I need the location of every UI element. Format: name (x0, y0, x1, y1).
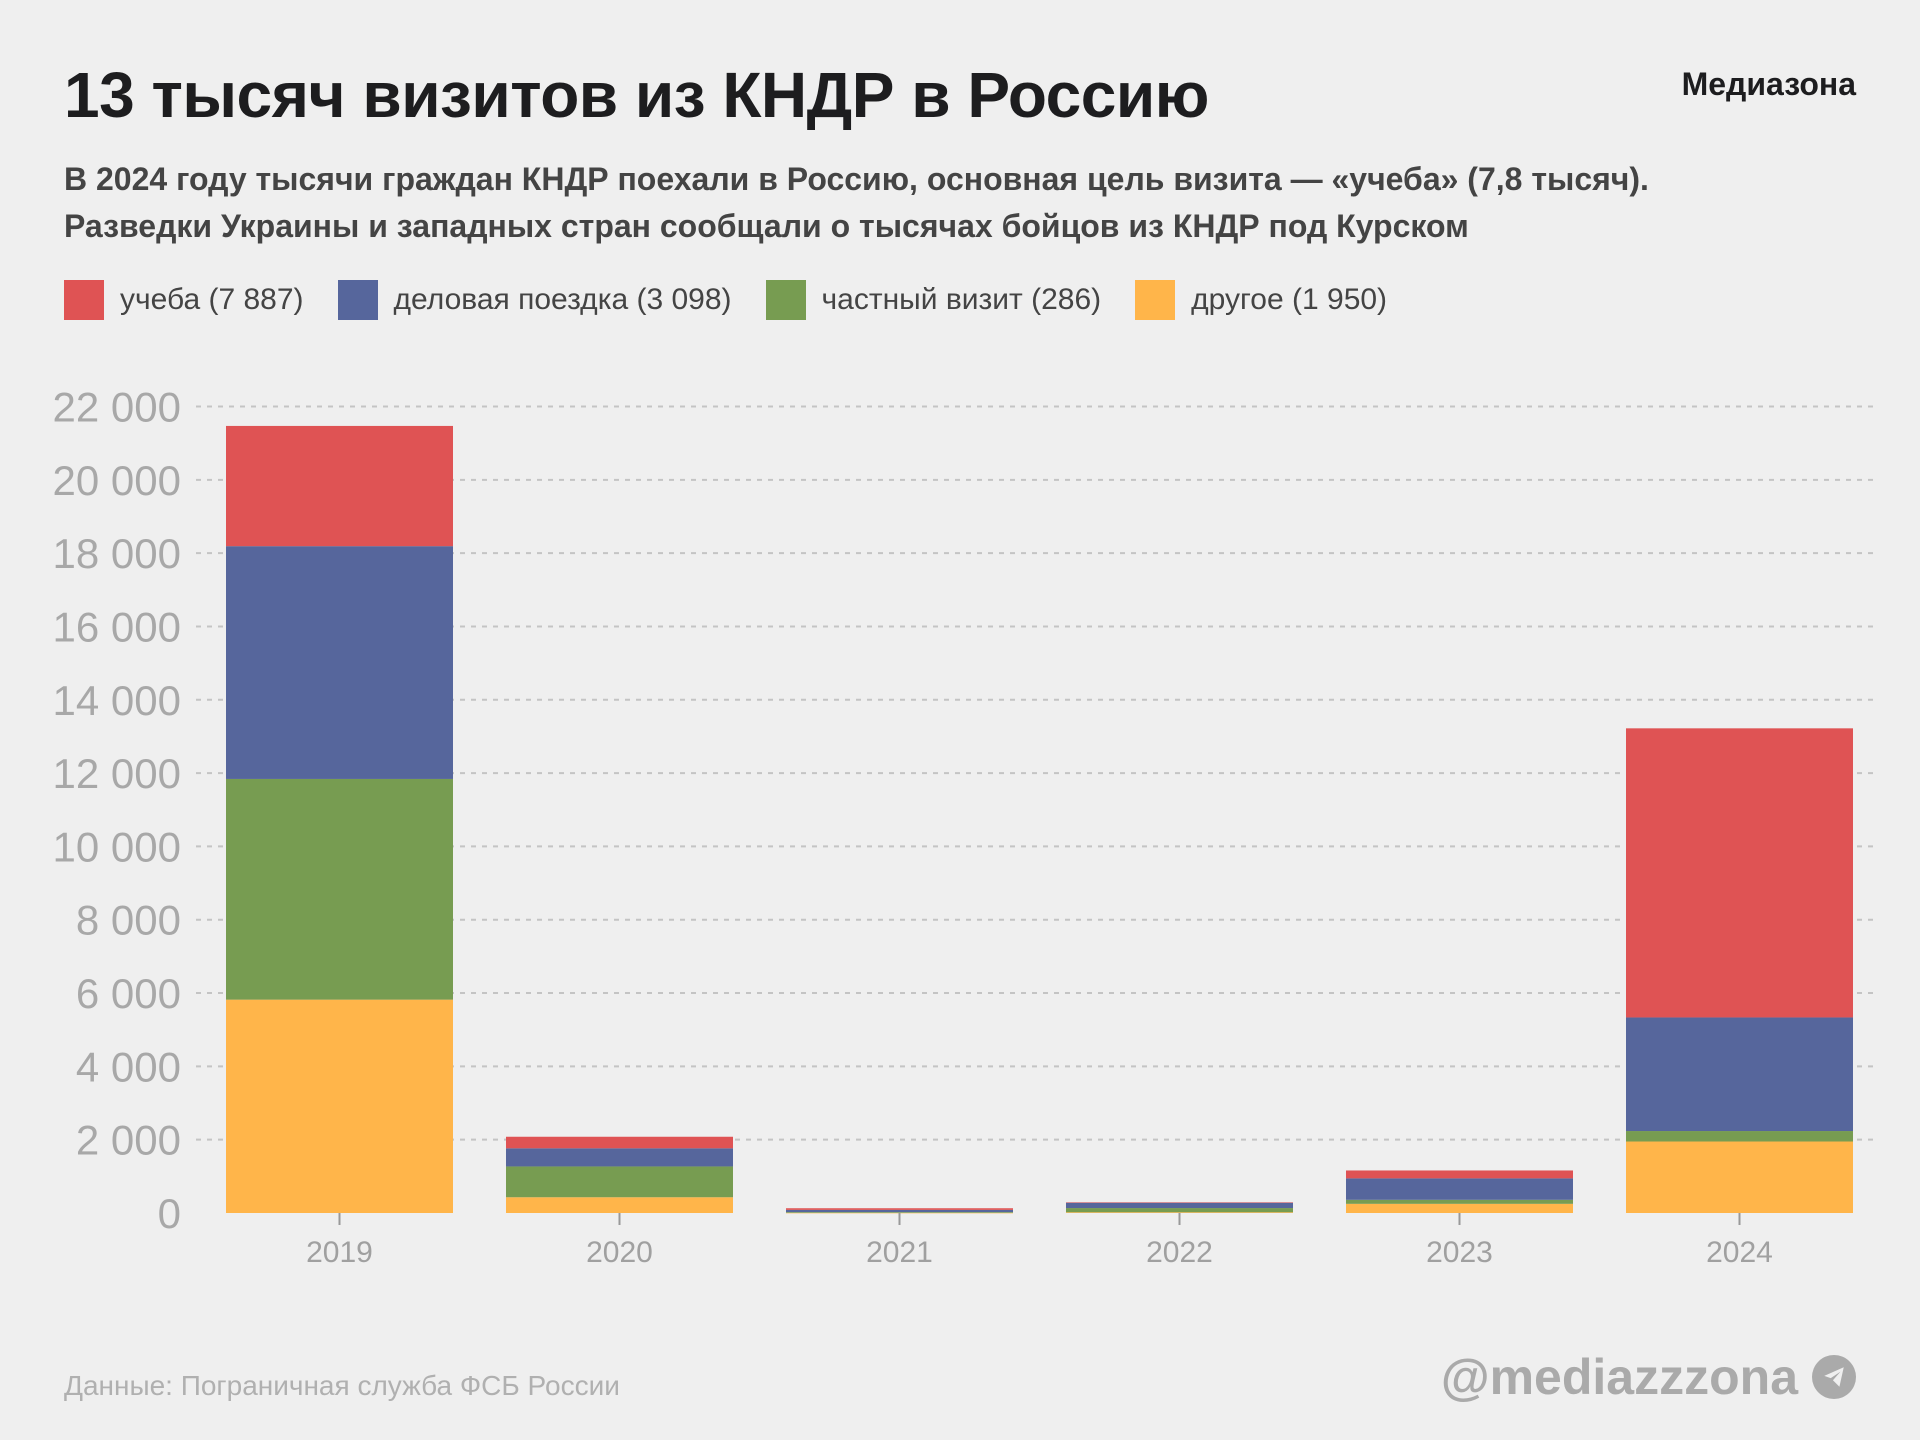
y-tick-label: 12 000 (53, 750, 181, 797)
data-source: Данные: Пограничная служба ФСБ России (64, 1370, 620, 1401)
bar-segment-2021-учеба (786, 1208, 1013, 1210)
bar-segment-2019-учеба (226, 425, 453, 547)
x-tick-label: 2022 (1146, 1236, 1213, 1269)
y-tick-label: 10 000 (53, 823, 181, 870)
y-tick-label: 18 000 (53, 530, 181, 577)
handle-text: @mediazzzona (1440, 1349, 1798, 1405)
legend-swatch (765, 280, 806, 320)
bar-segment-2024-учеба (1626, 728, 1853, 1018)
page-title: 13 тысяч визитов из КНДР в Россию (64, 59, 1209, 131)
x-tick-label: 2024 (1706, 1236, 1773, 1269)
bar-segment-2022-частный-визит (1066, 1208, 1293, 1213)
y-tick-label: 14 000 (53, 677, 181, 724)
x-tick-label: 2020 (586, 1236, 653, 1269)
legend-swatch (337, 280, 378, 320)
bar-segment-2021-частный-визит (786, 1212, 1013, 1213)
y-tick-label: 0 (158, 1190, 181, 1237)
y-tick-label: 22 000 (53, 384, 181, 431)
legend-swatch (64, 280, 104, 320)
y-tick-label: 20 000 (53, 457, 181, 504)
bar-segment-2020-деловая-поездка (506, 1148, 733, 1167)
bar-segment-2022-учеба (1066, 1202, 1293, 1203)
bar-segment-2021-деловая-поездка (786, 1209, 1013, 1213)
bar-segment-2020-другое (506, 1197, 733, 1213)
legend-label: частный визит (286) (821, 283, 1102, 316)
y-tick-label: 6 000 (76, 970, 181, 1017)
subtitle: В 2024 году тысячи граждан КНДР поехали … (64, 156, 1649, 250)
bar-segment-2022-деловая-поездка (1066, 1202, 1293, 1209)
y-tick-label: 16 000 (53, 603, 181, 650)
social-handle[interactable]: @mediazzzona (1441, 1348, 1856, 1406)
bar-segment-2020-учеба (506, 1136, 733, 1149)
x-tick-label: 2021 (866, 1236, 933, 1269)
legend-item-business: деловая поездка (3 098) (337, 280, 732, 320)
subtitle-line-2: Разведки Украины и западных стран сообща… (64, 208, 1469, 244)
bar-segment-2023-учеба (1346, 1170, 1573, 1179)
bar-segment-2024-деловая-поездка (1626, 1017, 1853, 1132)
x-tick-label: 2019 (306, 1236, 373, 1269)
legend-label: учеба (7 887) (120, 283, 304, 316)
bar-segment-2019-деловая-поездка (226, 546, 453, 779)
bar-segment-2019-другое (226, 999, 453, 1213)
legend-item-private: частный визит (286) (765, 280, 1102, 320)
bar-segment-2023-другое (1346, 1203, 1573, 1213)
bar-segment-2023-деловая-поездка (1346, 1178, 1573, 1200)
y-tick-label: 8 000 (76, 897, 181, 944)
stacked-bar-chart: 0 2 000 4 000 6 000 8 000 10 000 12 000 14 000 1… (53, 384, 1873, 1269)
bar-segment-2023-частный-визит (1346, 1199, 1573, 1204)
bar-segment-2024-другое (1626, 1141, 1853, 1213)
bar-segment-2019-частный-визит (226, 778, 453, 1000)
brand-logo: Медиазона (1681, 66, 1856, 102)
bar-segment-2022-другое (1066, 1212, 1293, 1213)
legend: учеба (7 887) деловая поездка (3 098) ча… (64, 280, 1387, 320)
bar-segment-2024-частный-визит (1626, 1131, 1853, 1142)
legend-item-other: другое (1 950) (1135, 280, 1387, 320)
y-tick-label: 4 000 (76, 1043, 181, 1090)
legend-label: деловая поездка (3 098) (393, 283, 732, 316)
y-tick-label: 2 000 (76, 1117, 181, 1164)
legend-label: другое (1 950) (1191, 283, 1388, 316)
subtitle-line-1: В 2024 году тысячи граждан КНДР поехали … (64, 161, 1649, 197)
x-tick-label: 2023 (1426, 1236, 1493, 1269)
telegram-icon (1812, 1355, 1856, 1399)
legend-item-study: учеба (7 887) (64, 280, 304, 320)
bar-segment-2020-частный-визит (506, 1166, 733, 1198)
legend-swatch (1135, 280, 1176, 320)
